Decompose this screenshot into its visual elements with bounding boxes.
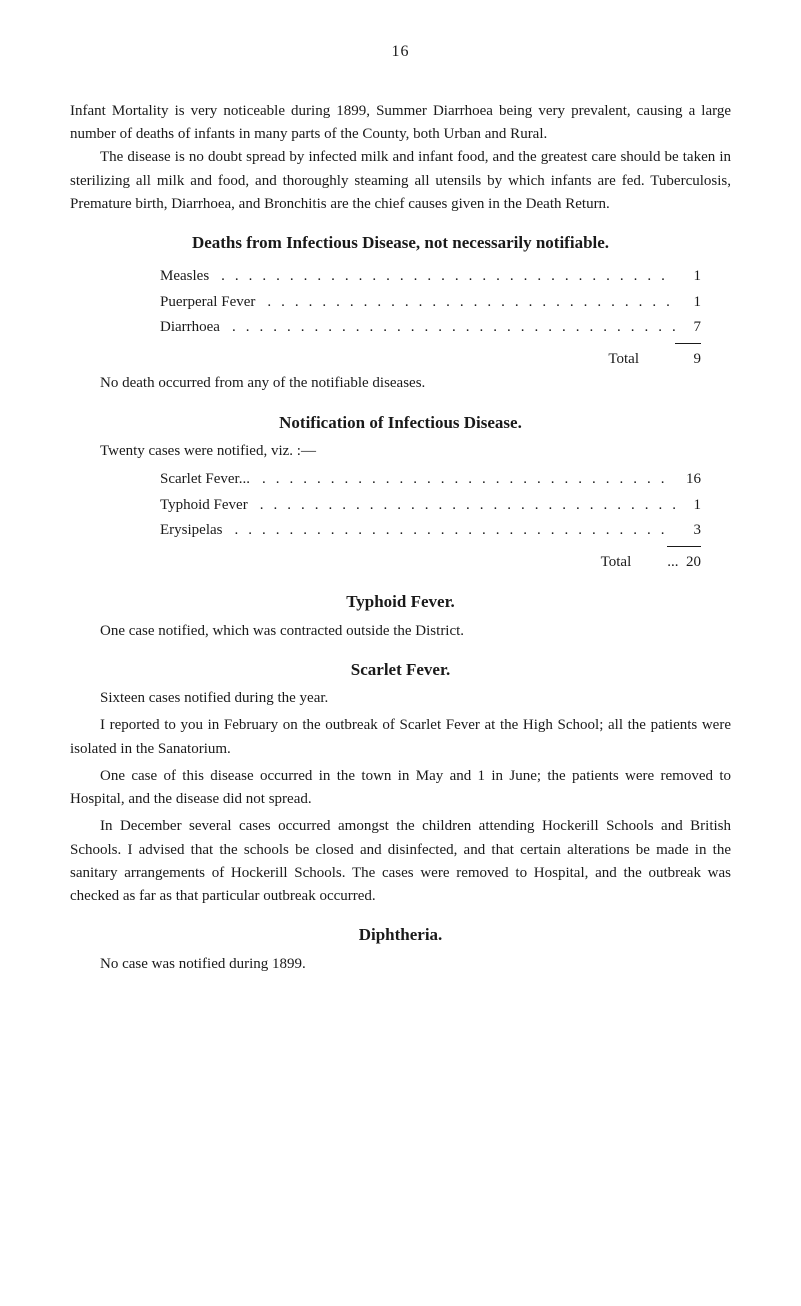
leader-dots: ... (667, 554, 686, 570)
deaths-heading: Deaths from Infectious Disease, not nece… (70, 230, 731, 256)
intro-paragraph-1: Infant Mortality is very noticeable duri… (70, 100, 731, 147)
notification-label: Typhoid Fever (160, 493, 248, 519)
notification-label: Scarlet Fever... (160, 467, 250, 493)
leader-dots: ....................................... (209, 264, 675, 290)
deaths-row-puerperal: Puerperal Fever ........................… (70, 290, 731, 316)
notification-row-typhoid: Typhoid Fever ..........................… (70, 493, 731, 519)
deaths-row-diarrhoea: Diarrhoea ..............................… (70, 315, 731, 341)
diphtheria-heading: Diphtheria. (70, 922, 731, 948)
notification-value: 16 (675, 467, 701, 493)
intro-paragraph-2: The disease is no doubt spread by infect… (70, 146, 731, 216)
leader-dots: ....................................... (220, 315, 675, 341)
deaths-total-value: 9 (675, 343, 701, 373)
typhoid-text: One case notified, which was contracted … (70, 620, 731, 643)
notification-value: 1 (675, 493, 701, 519)
deaths-row-measles: Measles ................................… (70, 264, 731, 290)
notification-row-scarlet: Scarlet Fever... .......................… (70, 467, 731, 493)
notification-heading: Notification of Infectious Disease. (70, 410, 731, 436)
notification-total-number: 20 (686, 554, 701, 570)
leader-dots: ....................................... (248, 493, 675, 519)
scarlet-p1: Sixteen cases notified during the year. (70, 687, 731, 710)
scarlet-heading: Scarlet Fever. (70, 657, 731, 683)
page-number: 16 (70, 40, 731, 65)
notification-lead: Twenty cases were notified, viz. :— (70, 440, 731, 463)
deaths-total-row: Total 9 (70, 343, 731, 373)
notification-total-label: Total (601, 550, 632, 576)
leader-dots: ....................................... (250, 467, 675, 493)
typhoid-heading: Typhoid Fever. (70, 589, 731, 615)
scarlet-p2: I reported to you in February on the out… (70, 714, 731, 761)
deaths-label: Diarrhoea (160, 315, 220, 341)
scarlet-p4: In December several cases occurred among… (70, 815, 731, 908)
deaths-label: Measles (160, 264, 209, 290)
deaths-value: 1 (675, 290, 701, 316)
leader-dots: ....................................... (222, 518, 675, 544)
deaths-label: Puerperal Fever (160, 290, 255, 316)
deaths-total-label: Total (608, 347, 639, 373)
notification-total-value: ... 20 (667, 546, 701, 576)
notification-row-erysipelas: Erysipelas .............................… (70, 518, 731, 544)
deaths-value: 1 (675, 264, 701, 290)
deaths-value: 7 (675, 315, 701, 341)
notification-total-row: Total ... 20 (70, 546, 731, 576)
diphtheria-text: No case was notified during 1899. (70, 953, 731, 976)
leader-dots: ....................................... (255, 290, 675, 316)
notification-value: 3 (675, 518, 701, 544)
scarlet-p3: One case of this disease occurred in the… (70, 765, 731, 812)
deaths-after-text: No death occurred from any of the notifi… (70, 372, 731, 395)
notification-label: Erysipelas (160, 518, 222, 544)
